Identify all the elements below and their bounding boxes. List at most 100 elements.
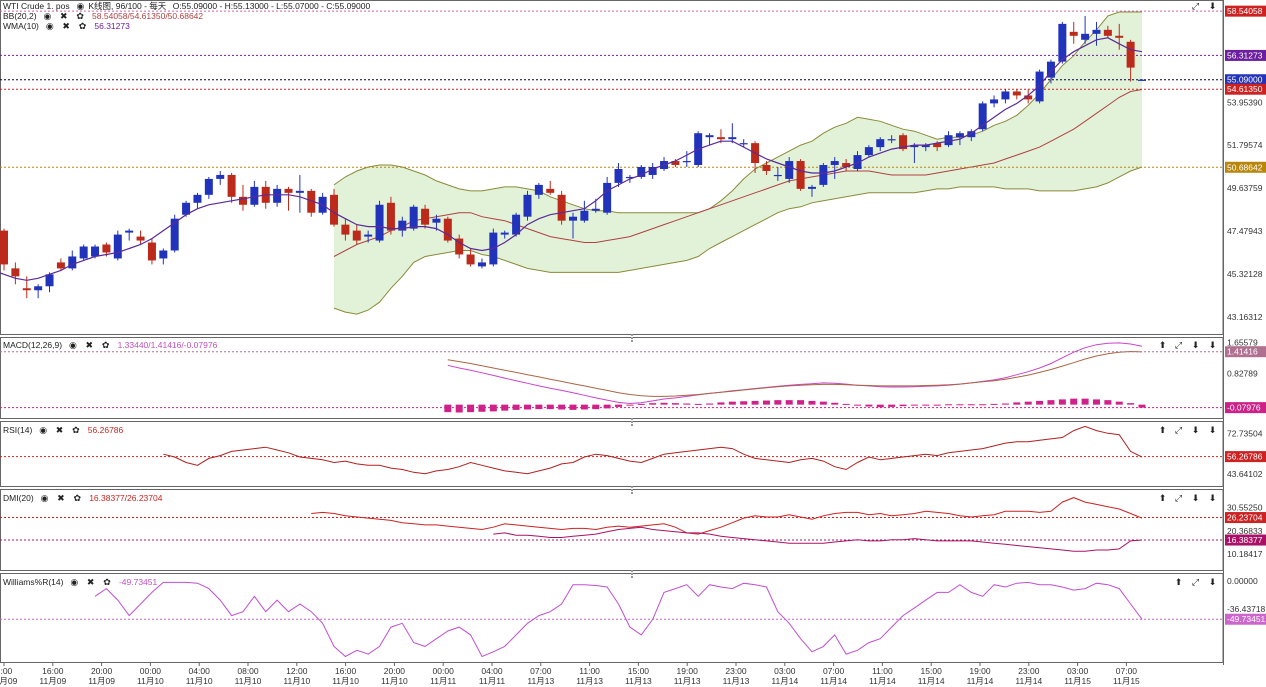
candle-body <box>944 135 953 146</box>
candle-body <box>398 220 407 231</box>
candle-body <box>1115 35 1124 38</box>
x-tick-date: 11月13 <box>527 676 554 686</box>
candle-body <box>0 230 8 265</box>
candle-body <box>853 155 862 169</box>
macd-dif-line <box>447 342 1143 405</box>
willr-y-tick-label: 0.00000 <box>1227 576 1258 586</box>
arrow-down-icon[interactable]: ⬇ <box>1191 493 1200 503</box>
gear-icon[interactable]: ✿ <box>101 340 110 350</box>
arrow-up-icon[interactable]: ⬆ <box>1158 493 1167 503</box>
candle-body <box>45 274 54 287</box>
gear-icon[interactable]: ✿ <box>103 577 111 587</box>
x-tick-time: 16:00 <box>42 666 64 676</box>
expand-icon[interactable]: ⤢ <box>1174 340 1183 350</box>
candle-body <box>933 143 942 148</box>
candle-body <box>773 174 782 177</box>
candle-body <box>637 167 646 177</box>
x-tick-date: 11月09 <box>39 676 66 686</box>
eye-icon[interactable]: ◉ <box>45 21 54 31</box>
price-marker-label: 55.09000 <box>1227 75 1263 85</box>
expand-icon[interactable]: ⤢ <box>1174 493 1183 503</box>
gear-icon[interactable]: ✿ <box>76 11 84 21</box>
pane-resize-handle[interactable] <box>631 334 635 342</box>
collapse-icon[interactable]: ⬇ <box>1208 493 1217 503</box>
close-icon[interactable]: ✖ <box>86 577 95 587</box>
gear-icon[interactable]: ✿ <box>73 493 82 503</box>
x-tick-time: 08:00 <box>237 666 259 676</box>
macd-histogram-bar <box>774 400 782 405</box>
period-label: K线图, 96/100 - 每天 <box>88 1 167 11</box>
expand-icon[interactable]: ⤢ <box>1191 1 1200 11</box>
willr-y-tick-label: -36.43718 <box>1227 604 1266 614</box>
arrow-down-icon[interactable]: ⬇ <box>1208 577 1217 587</box>
arrow-up-icon[interactable]: ⬆ <box>1174 577 1183 587</box>
candle-body <box>170 218 179 251</box>
expand-icon[interactable]: ⤢ <box>1174 425 1183 435</box>
pane-resize-handle[interactable] <box>631 570 635 578</box>
close-icon[interactable]: ✖ <box>57 493 65 503</box>
candle-body <box>11 268 20 277</box>
macd-histogram-bar <box>546 404 554 410</box>
main-pane-header: WTI Crude 1. pos ◉ K线图, 96/100 - 每天 O:55… <box>3 1 370 12</box>
eye-icon[interactable]: ◉ <box>43 11 52 21</box>
candle-body <box>762 165 771 171</box>
candle-body <box>182 202 191 215</box>
macd-histogram-bar <box>831 402 839 405</box>
macd-histogram-bar <box>535 404 543 410</box>
macd-histogram-bar <box>762 400 770 405</box>
candle-body <box>739 143 748 145</box>
candle-body <box>910 145 919 148</box>
macd-histogram-bar <box>797 400 805 405</box>
eye-icon[interactable]: ◉ <box>39 425 48 435</box>
dmi-pdi-line <box>493 526 1143 552</box>
arrow-down-icon[interactable]: ⬇ <box>1191 340 1200 350</box>
bb-label: BB(20,2) <box>3 11 37 21</box>
arrow-down-icon[interactable]: ⬇ <box>1191 425 1200 435</box>
arrow-up-icon[interactable]: ⬆ <box>1158 340 1167 350</box>
x-tick-time: 23:00 <box>725 666 747 676</box>
expand-icon[interactable]: ⤢ <box>1191 577 1200 587</box>
candle-body <box>79 246 88 259</box>
arrow-down-icon[interactable]: ⬇ <box>1208 1 1217 11</box>
x-tick-date: 11月10 <box>235 676 262 686</box>
x-tick-date: 11月14 <box>967 676 994 686</box>
pane-resize-handle[interactable] <box>631 486 635 494</box>
close-icon[interactable]: ✖ <box>62 21 70 31</box>
candle-body <box>432 218 441 223</box>
dmi-legend: DMI(20) ◉ ✖ ✿ 16.38377/26.23704 <box>3 493 162 504</box>
arrow-up-icon[interactable]: ⬆ <box>1158 425 1167 435</box>
collapse-icon[interactable]: ⬇ <box>1208 340 1217 350</box>
eye-icon[interactable]: ◉ <box>76 1 85 11</box>
wma-line <box>0 37 1143 281</box>
price-marker-label-bg <box>1225 49 1266 61</box>
close-icon[interactable]: ✖ <box>85 340 94 350</box>
eye-icon[interactable]: ◉ <box>40 493 49 503</box>
y-tick-label: 47.47943 <box>1227 226 1263 236</box>
macd-histogram-bar <box>444 404 452 413</box>
close-icon[interactable]: ✖ <box>55 425 64 435</box>
gear-icon[interactable]: ✿ <box>72 425 80 435</box>
collapse-icon[interactable]: ⬇ <box>1208 425 1217 435</box>
x-tick-date: 11月10 <box>381 676 408 686</box>
candle-body <box>22 288 31 291</box>
macd-legend: MACD(12,26,9) ◉ ✖ ✿ 1.33440/1.41416/-0.0… <box>3 340 217 351</box>
candle-body <box>512 214 521 235</box>
candle-body <box>1126 41 1135 68</box>
candle-body <box>455 238 464 255</box>
candle-body <box>136 236 145 241</box>
candle-body <box>807 186 816 189</box>
macd-histogram-bar <box>888 404 896 407</box>
candle-body <box>1001 91 1010 100</box>
rsi-line <box>163 425 1143 475</box>
gear-icon[interactable]: ✿ <box>78 21 87 31</box>
close-icon[interactable]: ✖ <box>60 11 68 21</box>
x-tick-date: 11月13 <box>625 676 652 686</box>
x-tick-time: 20:00 <box>384 666 406 676</box>
eye-icon[interactable]: ◉ <box>70 577 79 587</box>
candle-body <box>159 250 168 259</box>
willr-label: Williams%R(14) <box>3 577 64 587</box>
pane-resize-handle[interactable] <box>631 418 635 426</box>
candle-body <box>295 190 304 193</box>
eye-icon[interactable]: ◉ <box>69 340 77 350</box>
candle-body <box>546 188 555 193</box>
